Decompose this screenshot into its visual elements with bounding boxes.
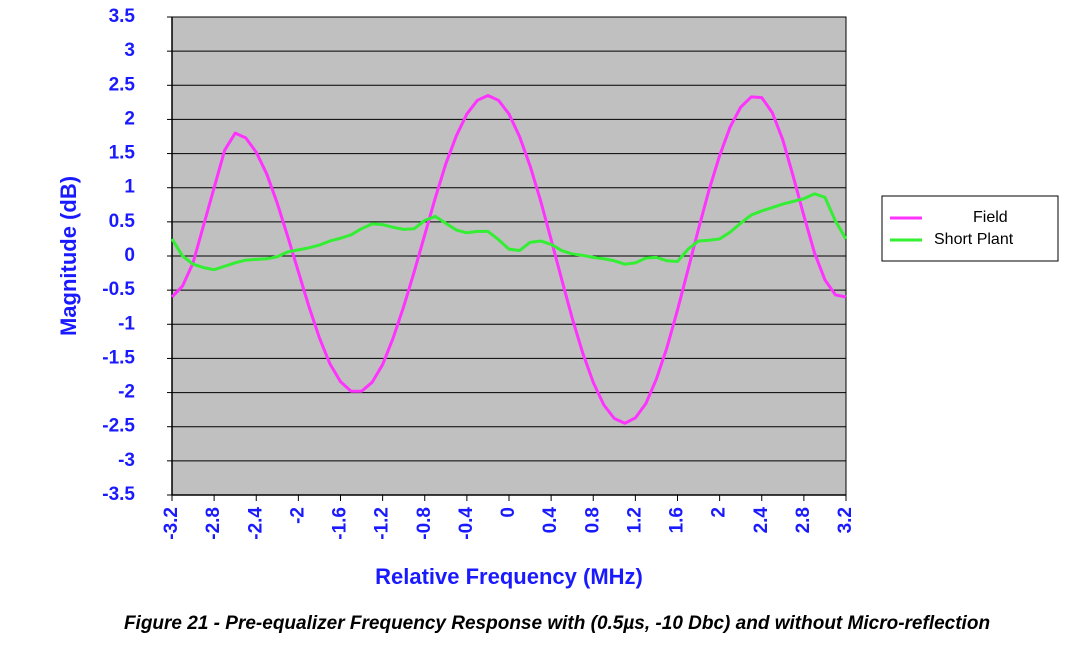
- y-tick-label: -2.5: [102, 416, 135, 437]
- y-tick-label: 3.5: [109, 6, 136, 27]
- series-line: [170, 94, 847, 425]
- y-tick-label: 3: [124, 40, 135, 61]
- caption: Figure 21 - Pre-equalizer Frequency Resp…: [124, 613, 990, 634]
- x-tick-label: 0.4: [540, 507, 561, 534]
- y-tick-label: -0.5: [102, 279, 135, 300]
- x-tick-label: -2: [287, 507, 308, 524]
- x-tick-label: -0.4: [456, 507, 477, 540]
- y-tick-label: 1: [124, 177, 135, 198]
- x-tick-label: 1.6: [667, 507, 688, 533]
- y-tick-label: 2: [124, 108, 135, 129]
- x-tick-label: 0.8: [582, 507, 603, 533]
- x-tick-label: 2.8: [793, 507, 814, 533]
- x-tick-label: -1.2: [372, 507, 393, 540]
- legend-box: [881, 195, 1059, 262]
- y-tick-label: -3: [118, 450, 135, 471]
- x-tick-label: 3.2: [835, 507, 856, 533]
- x-tick-label: -3.2: [161, 507, 182, 540]
- y-tick-label: -1: [118, 313, 135, 334]
- x-tick-label: -1.6: [330, 507, 351, 540]
- y-tick-label: -1.5: [102, 347, 135, 368]
- y-tick-label: 0.5: [109, 211, 136, 232]
- x-axis-title: Relative Frequency (MHz): [375, 564, 643, 589]
- x-tick-label: 2: [709, 507, 730, 518]
- legend-label: Short Plant: [934, 231, 1014, 248]
- x-tick-label: -2.4: [245, 507, 266, 540]
- x-tick-label: 0: [498, 507, 519, 518]
- y-tick-label: -2: [118, 382, 135, 403]
- x-tick-label: 1.2: [624, 507, 645, 533]
- y-tick-label: 1.5: [109, 143, 136, 164]
- legend-label: Field: [973, 209, 1008, 226]
- x-tick-label: 2.4: [751, 507, 772, 534]
- y-axis-title: Magnitude (dB): [56, 176, 81, 336]
- y-tick-label: -3.5: [102, 484, 135, 505]
- series-line: [170, 192, 848, 272]
- y-tick-label: 0: [124, 245, 135, 266]
- y-tick-label: 2.5: [109, 74, 136, 95]
- x-tick-label: -0.8: [414, 507, 435, 540]
- x-tick-label: -2.8: [203, 507, 224, 540]
